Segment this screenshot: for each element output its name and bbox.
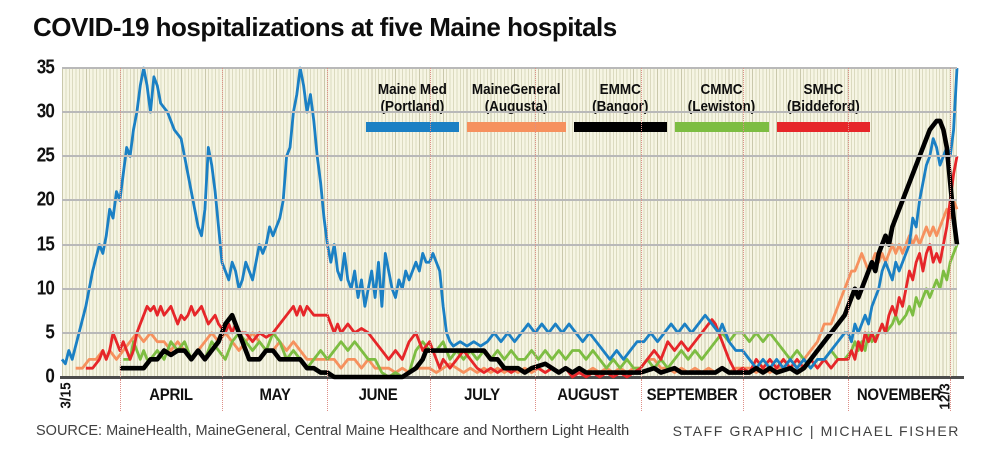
month-label-july: JULY (464, 385, 501, 404)
month-label-august: AUGUST (556, 385, 619, 404)
legend-item-cmmc: CMMC (Lewiston) (675, 81, 769, 132)
month-boundary-tick (221, 379, 223, 411)
y-tick-label: 25 (36, 144, 55, 167)
month-boundary-line (327, 68, 329, 377)
series-line-emmc (120, 121, 957, 377)
x-axis: APRIL MAY JUNE JULY AUGUST SEPTEMBER OCTOBER NO… (62, 378, 957, 412)
month-boundary-tick (848, 379, 850, 411)
x-start-label: 3/15 (57, 382, 75, 409)
month-boundary-line (429, 68, 431, 377)
y-tick-label: 30 (36, 100, 55, 123)
month-boundary-line (640, 68, 642, 377)
legend-label: CMMC (Lewiston) (688, 81, 756, 115)
month-boundary-line (950, 68, 952, 377)
source-text: SOURCE: MaineHealth, MaineGeneral, Centr… (36, 423, 630, 439)
month-label-june: JUNE (359, 385, 398, 404)
month-label-april: APRIL (149, 385, 193, 404)
y-tick-label: 35 (36, 56, 55, 79)
legend: Maine Med (Portland) MaineGeneral (Augusta)… (366, 81, 870, 132)
month-label-may: MAY (259, 385, 291, 404)
legend-swatch (467, 121, 566, 132)
month-boundary-tick (119, 379, 121, 411)
legend-item-maine-med: Maine Med (Portland) (366, 81, 460, 132)
month-boundary-tick (327, 379, 329, 411)
legend-swatch (675, 121, 769, 132)
y-tick-label: 5 (45, 321, 54, 344)
legend-item-smhc: SMHC (Biddeford) (776, 81, 870, 132)
x-end-label: 12/3 (936, 383, 954, 410)
month-boundary-line (535, 68, 537, 377)
month-boundary-line (221, 68, 223, 377)
series-line-smhc (86, 156, 957, 377)
series-line-cmmc (123, 245, 957, 377)
series-line-mainegeneral (76, 200, 957, 372)
month-label-september: SEPTEMBER (646, 385, 737, 404)
month-boundary-line (119, 68, 121, 377)
legend-swatch (776, 121, 870, 132)
h-gridline (62, 111, 957, 114)
legend-swatch (573, 121, 668, 132)
h-gridline (62, 199, 957, 202)
y-axis: 0 5 10 15 20 25 30 35 (0, 57, 55, 388)
month-boundary-line (848, 68, 850, 377)
plot-area: Maine Med (Portland) MaineGeneral (Augusta)… (62, 68, 957, 377)
series-layer (62, 68, 957, 377)
legend-label: EMMC (Bangor) (592, 81, 649, 115)
legend-swatch (366, 121, 460, 132)
y-tick-label: 0 (45, 365, 54, 388)
y-tick-label: 20 (36, 188, 55, 211)
legend-label: SMHC (Biddeford) (786, 81, 860, 115)
h-gridline (62, 67, 957, 69)
month-boundary-line (742, 68, 744, 377)
month-label-november: NOVEMBER (856, 385, 942, 404)
h-gridline (62, 243, 957, 246)
credit-text: STAFF GRAPHIC | MICHAEL FISHER (672, 423, 960, 439)
h-gridline (62, 331, 957, 334)
legend-label: MaineGeneral (Augusta) (472, 81, 561, 115)
y-tick-label: 10 (36, 277, 55, 300)
h-gridline (62, 287, 957, 290)
month-boundary-tick (535, 379, 537, 411)
month-boundary-tick (742, 379, 744, 411)
h-gridline (62, 155, 957, 158)
chart-title: COVID-19 hospitalizations at five Maine … (33, 12, 617, 42)
month-boundary-tick (950, 379, 952, 411)
month-label-october: OCTOBER (759, 385, 832, 404)
month-boundary-tick (429, 379, 431, 411)
month-boundary-tick (640, 379, 642, 411)
x-axis-line (60, 376, 964, 379)
y-tick-label: 15 (36, 233, 55, 256)
series-line-maine-med (62, 68, 957, 368)
legend-item-emmc: EMMC (Bangor) (573, 81, 668, 132)
legend-item-mainegeneral: MaineGeneral (Augusta) (467, 81, 566, 132)
